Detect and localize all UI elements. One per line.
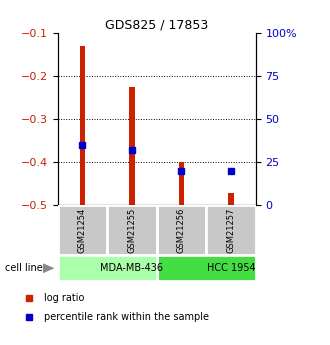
Bar	[58, 205, 107, 255]
Bar	[58, 255, 157, 281]
Bar	[206, 205, 256, 255]
Text: GSM21256: GSM21256	[177, 208, 186, 253]
Bar	[157, 255, 256, 281]
Text: HCC 1954: HCC 1954	[207, 263, 255, 273]
Bar	[228, 193, 234, 205]
Bar	[157, 205, 206, 255]
Text: cell line: cell line	[5, 263, 43, 273]
Text: MDA-MB-436: MDA-MB-436	[101, 263, 163, 273]
Polygon shape	[43, 263, 54, 273]
Text: GSM21257: GSM21257	[226, 208, 236, 253]
Bar	[80, 46, 85, 205]
Text: percentile rank within the sample: percentile rank within the sample	[44, 313, 209, 322]
Title: GDS825 / 17853: GDS825 / 17853	[105, 19, 208, 32]
Bar	[179, 162, 184, 205]
Text: log ratio: log ratio	[44, 293, 84, 303]
Bar	[107, 205, 157, 255]
Text: GSM21255: GSM21255	[127, 208, 137, 253]
Bar	[129, 87, 135, 205]
Text: GSM21254: GSM21254	[78, 208, 87, 253]
